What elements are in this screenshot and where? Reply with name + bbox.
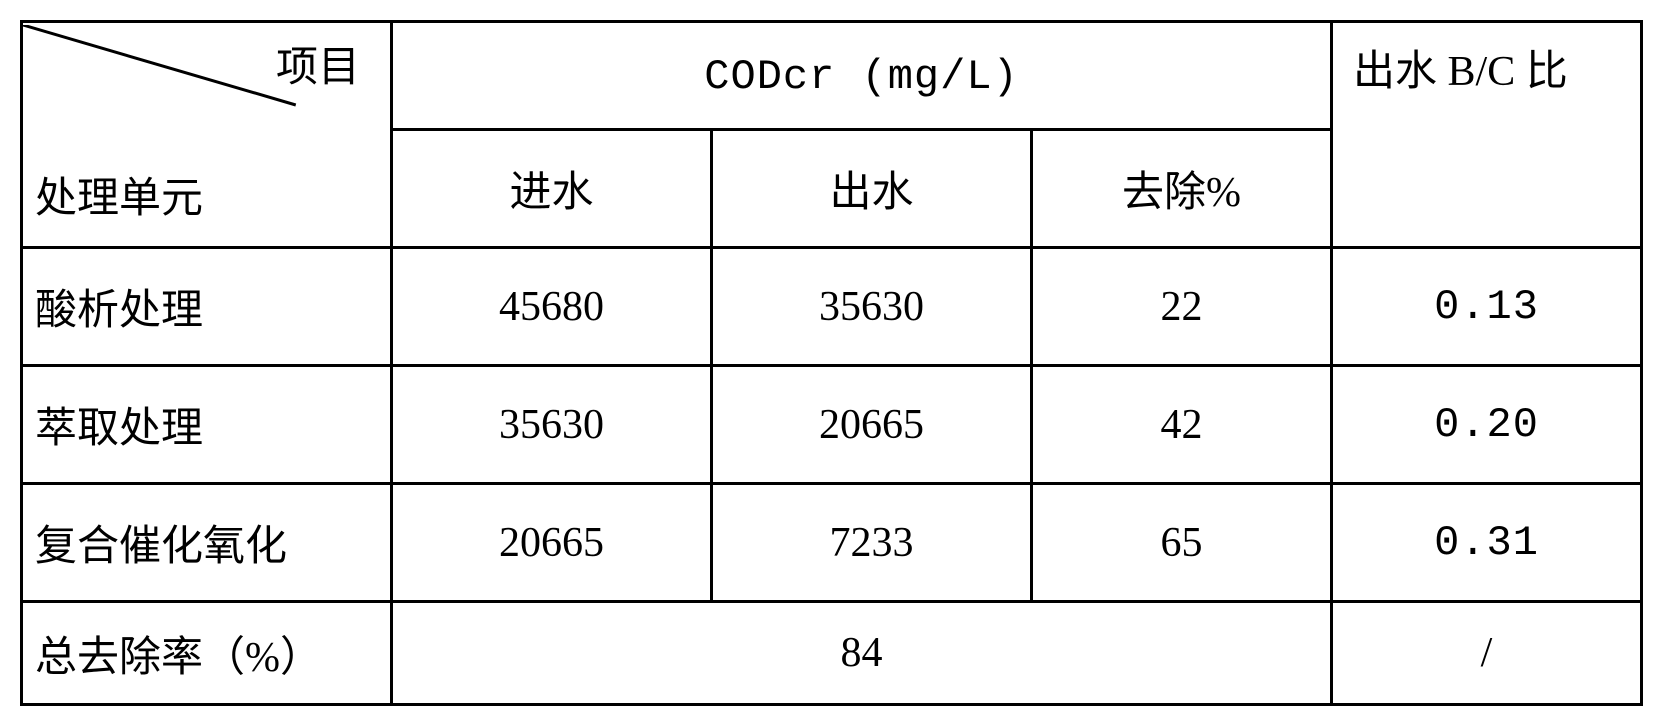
cell-out: 7233 <box>712 484 1032 602</box>
sub-header-rem: 去除% <box>1032 130 1332 248</box>
footer-row: 总去除率（%） 84 / <box>22 602 1642 705</box>
cell-rem: 65 <box>1032 484 1332 602</box>
sub-header-in: 进水 <box>392 130 712 248</box>
cell-bc: 0.31 <box>1332 484 1642 602</box>
cell-in: 45680 <box>392 248 712 366</box>
header-top-label: 项目 <box>276 33 360 94</box>
cell-out: 35630 <box>712 248 1032 366</box>
footer-total: 84 <box>392 602 1332 705</box>
footer-bc: / <box>1332 602 1642 705</box>
header-bottom-label: 处理单元 <box>35 164 203 225</box>
cod-header-label: CODcr (mg/L) <box>704 53 1018 101</box>
footer-label: 总去除率（%） <box>22 602 392 705</box>
cell-bc: 0.20 <box>1332 366 1642 484</box>
cell-rem: 42 <box>1032 366 1332 484</box>
row-label: 酸析处理 <box>22 248 392 366</box>
bc-header: 出水 B/C 比 <box>1332 22 1642 248</box>
row-label: 萃取处理 <box>22 366 392 484</box>
cell-in: 20665 <box>392 484 712 602</box>
table-row: 酸析处理 45680 35630 22 0.13 <box>22 248 1642 366</box>
sub-header-out: 出水 <box>712 130 1032 248</box>
table-row: 复合催化氧化 20665 7233 65 0.31 <box>22 484 1642 602</box>
cod-header: CODcr (mg/L) <box>392 22 1332 130</box>
header-row-1: 项目 处理单元 CODcr (mg/L) 出水 B/C 比 <box>22 22 1642 130</box>
cell-bc: 0.13 <box>1332 248 1642 366</box>
cell-rem: 22 <box>1032 248 1332 366</box>
cell-out: 20665 <box>712 366 1032 484</box>
table-row: 萃取处理 35630 20665 42 0.20 <box>22 366 1642 484</box>
diagonal-header-cell: 项目 处理单元 <box>22 22 392 248</box>
row-label: 复合催化氧化 <box>22 484 392 602</box>
cell-in: 35630 <box>392 366 712 484</box>
data-table: 项目 处理单元 CODcr (mg/L) 出水 B/C 比 进水 出水 去除% … <box>20 20 1643 706</box>
